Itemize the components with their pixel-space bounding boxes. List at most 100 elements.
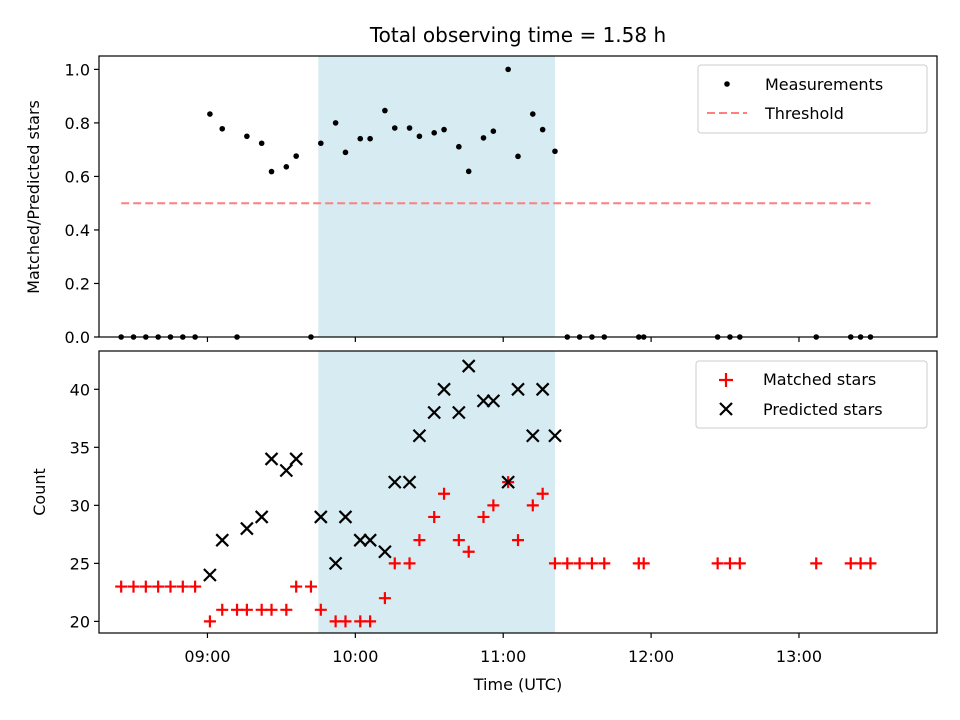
matched-stars-point bbox=[339, 615, 352, 628]
matched-stars-point bbox=[810, 557, 823, 570]
panel-top-xaxis bbox=[206, 337, 800, 342]
predicted-stars-point bbox=[535, 382, 550, 397]
predicted-stars-point bbox=[254, 510, 269, 524]
legend-marker-measurements bbox=[724, 81, 730, 87]
panel-bottom-frame bbox=[98, 350, 938, 634]
predicted-stars-point bbox=[526, 428, 540, 443]
predicted-stars-point bbox=[402, 475, 417, 489]
predicted-stars-point bbox=[289, 452, 303, 466]
ytick-label: 0.6 bbox=[65, 167, 90, 186]
ytick-label: 1.0 bbox=[65, 60, 90, 79]
matched-stars-point bbox=[536, 487, 549, 500]
measurements-point bbox=[406, 125, 413, 131]
panel-bottom-xaxis: 09:00 10:00 11:00 12:00 13:00 bbox=[184, 633, 822, 666]
matched-stars-point bbox=[512, 534, 524, 547]
predicted-stars-point bbox=[264, 452, 279, 466]
matched-stars-point bbox=[364, 615, 377, 628]
predicted-stars-point bbox=[461, 359, 476, 373]
matched-stars-point bbox=[452, 534, 465, 547]
measurements-point bbox=[268, 168, 275, 175]
predicted-stars-point bbox=[452, 405, 466, 420]
panel-bottom-yaxis: 20 25 30 35 40 bbox=[70, 380, 99, 631]
predicted-stars-point bbox=[215, 533, 230, 547]
predicted-stars-point bbox=[511, 382, 525, 397]
predicted-stars-point bbox=[486, 394, 501, 408]
panel-bottom-shaded-region bbox=[318, 351, 555, 633]
measurements-point bbox=[515, 153, 521, 160]
panel-top-yaxis: 0.0 0.2 0.4 0.6 0.8 1.0 bbox=[65, 60, 99, 347]
matched-stars-point bbox=[164, 580, 177, 593]
measurements-point bbox=[283, 163, 290, 170]
measurements-point bbox=[441, 126, 447, 133]
predicted-stars-point bbox=[476, 394, 491, 408]
measurements-point bbox=[219, 125, 226, 132]
xtick-label: 13:00 bbox=[776, 647, 822, 666]
panel-bottom-xlabel: Time (UTC) bbox=[473, 675, 562, 694]
matched-stars-point bbox=[203, 615, 216, 628]
predicted-stars-point bbox=[501, 475, 515, 489]
matched-stars-point bbox=[462, 545, 475, 558]
measurements-point bbox=[318, 140, 324, 147]
measurements-point bbox=[552, 148, 558, 155]
matched-stars-point bbox=[152, 580, 165, 593]
predicted-stars-point bbox=[240, 521, 254, 536]
measurements-point bbox=[505, 66, 511, 73]
legend-marker-matched bbox=[719, 373, 733, 387]
legend-label-measurements: Measurements bbox=[765, 75, 883, 94]
measurements-point bbox=[244, 133, 250, 140]
matched-stars-point bbox=[637, 557, 650, 570]
chart-title: Total observing time = 1.58 h bbox=[369, 23, 666, 47]
legend-label-predicted: Predicted stars bbox=[763, 400, 883, 419]
matched-stars-point bbox=[548, 557, 561, 570]
measurements-point bbox=[456, 143, 462, 150]
predicted-stars-point bbox=[427, 405, 441, 420]
matched-stars-point bbox=[314, 603, 327, 616]
predicted-stars-point bbox=[279, 463, 294, 478]
measurements-point bbox=[342, 149, 349, 156]
matched-stars-point bbox=[438, 487, 451, 500]
xtick-label: 12:00 bbox=[628, 647, 674, 666]
panel-bottom-marks bbox=[115, 359, 877, 628]
matched-stars-point bbox=[573, 557, 586, 570]
predicted-stars-point bbox=[353, 533, 368, 547]
panel-top-legend: Measurements Threshold bbox=[697, 64, 928, 134]
predicted-stars-point bbox=[363, 533, 377, 547]
measurements-point bbox=[382, 107, 388, 114]
panel-bottom-ylabel: Count bbox=[30, 468, 49, 516]
measurements-point bbox=[391, 125, 398, 131]
matched-stars-point bbox=[127, 580, 140, 593]
ytick-label: 0.4 bbox=[65, 221, 90, 240]
panel-top-shaded-region bbox=[318, 56, 555, 337]
matched-stars-point bbox=[477, 510, 490, 523]
predicted-stars-point bbox=[387, 475, 402, 489]
matched-stars-point bbox=[428, 510, 441, 523]
ytick-label: 35 bbox=[70, 438, 90, 457]
matched-stars-point bbox=[487, 499, 500, 512]
predicted-stars-point bbox=[412, 428, 427, 443]
measurements-point bbox=[490, 128, 497, 135]
matched-stars-point bbox=[304, 580, 317, 593]
matched-stars-point bbox=[526, 499, 539, 512]
matched-stars-point bbox=[561, 557, 574, 570]
ytick-label: 25 bbox=[70, 554, 90, 573]
matched-stars-point bbox=[240, 603, 253, 616]
matched-stars-point bbox=[115, 580, 128, 593]
ytick-label: 30 bbox=[70, 496, 90, 515]
ytick-label: 0.0 bbox=[65, 328, 90, 347]
measurements-point bbox=[465, 168, 472, 175]
xtick-label: 11:00 bbox=[480, 647, 526, 666]
legend-label-threshold: Threshold bbox=[764, 104, 844, 123]
measurements-point bbox=[207, 111, 213, 117]
panel-top: 0.0 0.2 0.4 0.6 0.8 1.0 Matched/Predicted sta… bbox=[24, 55, 938, 347]
measurements-point bbox=[416, 133, 423, 140]
ytick-label: 40 bbox=[70, 380, 90, 399]
panel-bottom: 20 25 30 35 40 09:00 10:00 11:00 12:00 13:00 Cou… bbox=[30, 350, 938, 694]
measurements-point bbox=[431, 130, 438, 136]
panel-top-frame bbox=[98, 55, 938, 338]
panel-bottom-legend: Matched stars Predicted stars bbox=[695, 360, 928, 429]
panel-top-ylabel: Matched/Predicted stars bbox=[24, 100, 43, 294]
matched-stars-point bbox=[280, 603, 293, 616]
matched-stars-point bbox=[413, 534, 426, 547]
measurements-point bbox=[367, 135, 373, 142]
